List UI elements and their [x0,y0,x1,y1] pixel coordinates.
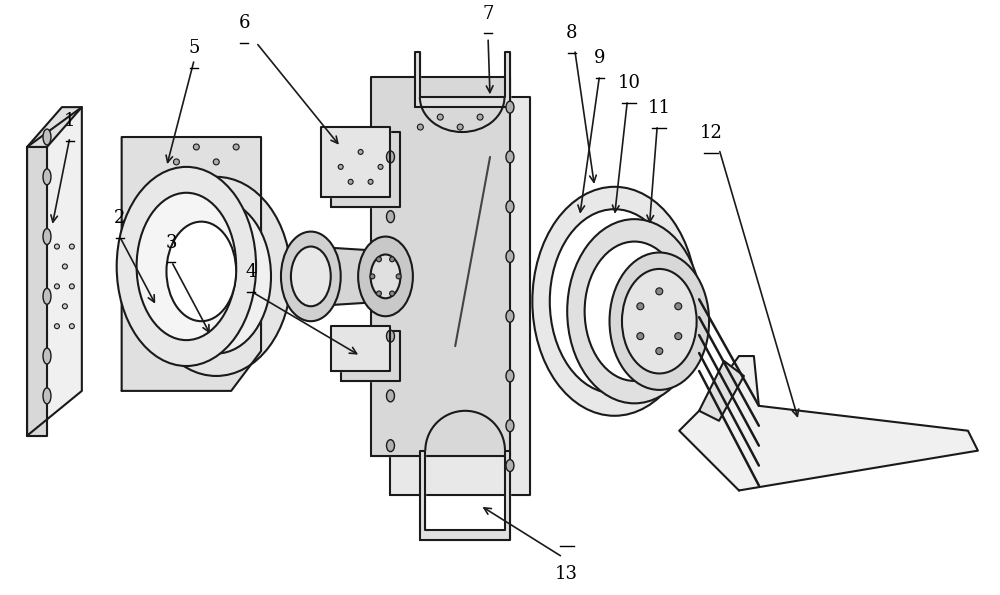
Ellipse shape [376,291,381,296]
Ellipse shape [386,151,394,163]
Ellipse shape [477,114,483,120]
Ellipse shape [506,201,514,212]
Ellipse shape [43,169,51,185]
Ellipse shape [348,179,353,184]
Polygon shape [331,132,400,206]
Ellipse shape [386,211,394,223]
Ellipse shape [69,284,74,289]
Ellipse shape [69,324,74,328]
Ellipse shape [291,246,331,306]
Ellipse shape [506,459,514,472]
Polygon shape [331,326,390,371]
Ellipse shape [69,244,74,249]
Ellipse shape [370,274,375,279]
Ellipse shape [550,209,679,393]
Ellipse shape [142,177,291,376]
Text: 13: 13 [555,565,578,583]
Ellipse shape [161,199,271,353]
Polygon shape [420,450,510,540]
Ellipse shape [173,159,179,165]
Polygon shape [311,246,390,306]
Ellipse shape [506,419,514,432]
Ellipse shape [506,151,514,163]
Ellipse shape [386,330,394,342]
Ellipse shape [545,242,624,351]
Text: 4: 4 [245,264,257,281]
Ellipse shape [368,179,373,184]
Polygon shape [390,97,530,496]
Ellipse shape [506,310,514,322]
Ellipse shape [43,289,51,304]
Text: 10: 10 [618,74,641,92]
Polygon shape [122,137,261,391]
Ellipse shape [457,124,463,130]
Text: 5: 5 [189,39,200,57]
Text: 9: 9 [594,49,605,67]
Ellipse shape [622,269,697,374]
Polygon shape [341,331,400,381]
Ellipse shape [437,114,443,120]
Ellipse shape [54,324,59,328]
Ellipse shape [610,252,709,390]
Ellipse shape [371,255,400,298]
Ellipse shape [567,219,702,403]
Ellipse shape [585,242,684,381]
Ellipse shape [637,303,644,310]
Ellipse shape [281,231,341,321]
Polygon shape [371,77,510,456]
Ellipse shape [656,288,663,295]
Ellipse shape [675,333,682,340]
Polygon shape [679,356,978,490]
Ellipse shape [43,348,51,364]
Ellipse shape [338,164,343,170]
Ellipse shape [233,144,239,150]
Ellipse shape [390,257,395,262]
Ellipse shape [43,388,51,404]
Polygon shape [699,361,744,421]
Ellipse shape [117,167,256,366]
Ellipse shape [396,274,401,279]
Text: 11: 11 [648,99,671,117]
Ellipse shape [506,370,514,382]
Polygon shape [415,52,510,107]
Ellipse shape [137,193,236,340]
Text: 3: 3 [166,233,177,252]
Ellipse shape [358,237,413,316]
Ellipse shape [166,222,236,321]
Ellipse shape [417,124,423,130]
Text: 7: 7 [482,5,494,23]
Ellipse shape [675,303,682,310]
Ellipse shape [193,144,199,150]
Ellipse shape [390,291,395,296]
Ellipse shape [532,187,697,416]
Text: 2: 2 [114,209,125,227]
Ellipse shape [358,149,363,155]
Ellipse shape [386,390,394,402]
Ellipse shape [386,440,394,452]
Text: 8: 8 [566,24,577,42]
Ellipse shape [62,264,67,269]
Ellipse shape [54,284,59,289]
Ellipse shape [43,129,51,145]
Ellipse shape [62,304,67,309]
Ellipse shape [54,244,59,249]
Ellipse shape [557,258,612,335]
Polygon shape [27,107,82,436]
Polygon shape [27,147,47,436]
Polygon shape [27,107,82,147]
Text: 6: 6 [238,14,250,33]
Ellipse shape [376,257,381,262]
Ellipse shape [386,270,394,283]
Ellipse shape [506,101,514,113]
Ellipse shape [506,250,514,262]
Text: 12: 12 [700,124,723,142]
Ellipse shape [378,164,383,170]
Ellipse shape [656,347,663,355]
Text: 1: 1 [64,112,76,130]
Polygon shape [321,127,390,197]
Ellipse shape [43,228,51,245]
Ellipse shape [637,333,644,340]
Ellipse shape [213,159,219,165]
